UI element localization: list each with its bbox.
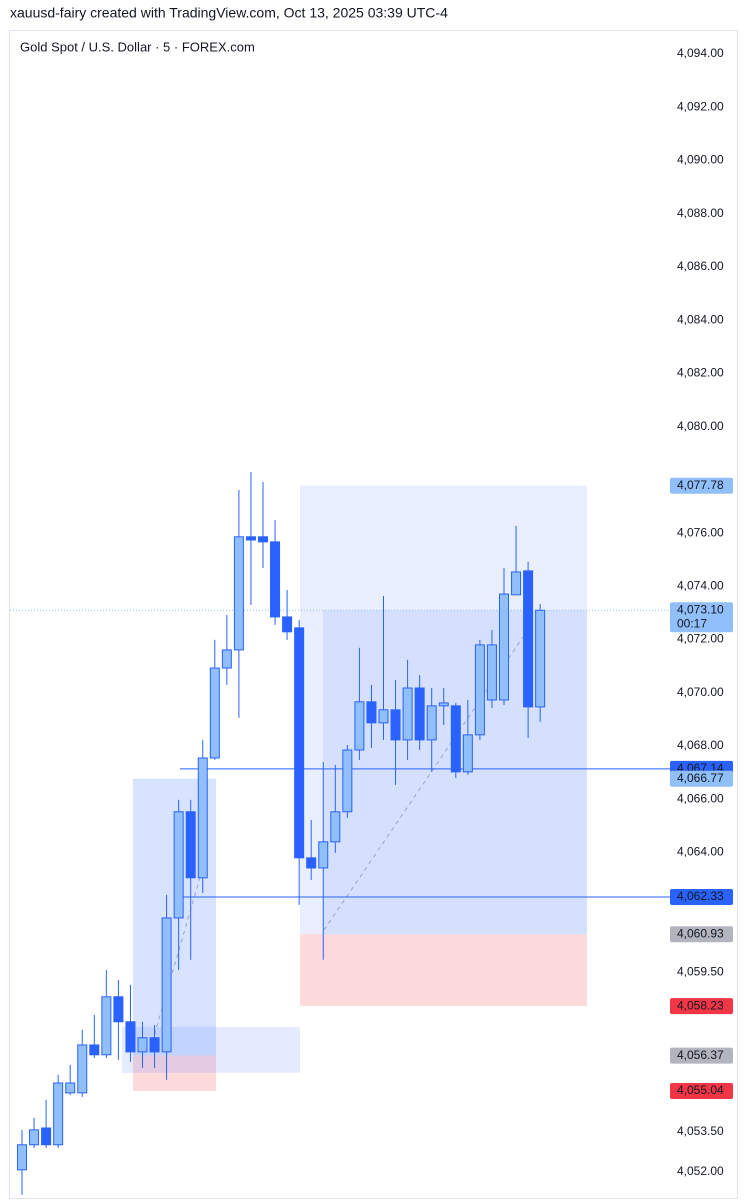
- y-tick-label: 4,068.00: [677, 738, 724, 752]
- candle-body: [523, 570, 534, 708]
- candle-body: [438, 702, 449, 707]
- candle-body: [17, 1144, 27, 1171]
- candle-body: [101, 996, 112, 1056]
- candle-body: [474, 644, 485, 736]
- price-label: 4,062.33: [677, 889, 724, 903]
- candle-body: [378, 709, 389, 724]
- price-label-box: [670, 602, 733, 633]
- candle-body: [366, 701, 377, 724]
- candle-body: [342, 749, 353, 813]
- candle-body: [354, 701, 365, 751]
- candle-body: [414, 687, 425, 741]
- candle-body: [535, 609, 546, 708]
- candle-body: [450, 705, 461, 773]
- candle-body: [137, 1037, 148, 1053]
- candle-body: [173, 811, 184, 919]
- candle-body: [318, 841, 329, 869]
- price-label: 4,055.04: [677, 1083, 724, 1097]
- candle-body: [125, 1021, 136, 1053]
- candle-body: [426, 705, 437, 741]
- y-tick-label: 4,070.00: [677, 685, 724, 699]
- candle-body: [233, 536, 244, 651]
- y-tick-label: 4,076.00: [677, 525, 724, 539]
- price-label-box: [670, 477, 733, 494]
- price-label: 4,066.77: [677, 771, 724, 785]
- candle-body: [77, 1044, 88, 1094]
- price-label: 4,073.10: [677, 602, 724, 616]
- price-label-box: [670, 1082, 733, 1099]
- chart-title: Gold Spot / U.S. Dollar · 5 · FOREX.com: [20, 39, 255, 54]
- candle-body: [161, 917, 172, 1053]
- y-tick-label: 4,074.00: [677, 578, 724, 592]
- candle-body: [282, 616, 293, 633]
- y-tick-label: 4,053.50: [677, 1124, 724, 1138]
- trade-path: [149, 859, 206, 1051]
- price-label: 4,060.93: [677, 926, 724, 940]
- candle-body: [149, 1037, 160, 1053]
- y-tick-label: 4,086.00: [677, 259, 724, 273]
- stop-zone: [133, 1055, 216, 1091]
- y-tick-label: 4,082.00: [677, 366, 724, 380]
- countdown: 00:17: [677, 616, 707, 630]
- candle-body: [511, 571, 522, 596]
- candle-body: [245, 536, 256, 541]
- y-tick-label: 4,090.00: [677, 153, 724, 167]
- candle-body: [41, 1127, 52, 1146]
- candle-body: [462, 734, 473, 773]
- y-tick-label: 4,064.00: [677, 845, 724, 859]
- candle-body: [221, 649, 232, 669]
- price-label: 4,056.37: [677, 1048, 724, 1062]
- candle-body: [65, 1082, 76, 1094]
- candle-body: [402, 687, 413, 741]
- price-label-box: [670, 926, 733, 943]
- candle-body: [390, 709, 401, 741]
- candle-body: [499, 593, 509, 701]
- stop-zone: [300, 934, 587, 1007]
- candle-body: [113, 996, 124, 1023]
- price-label-box: [670, 770, 733, 787]
- candle-body: [53, 1082, 64, 1146]
- candle-body: [89, 1044, 100, 1056]
- candle-body: [270, 541, 281, 618]
- candle-body: [29, 1129, 40, 1146]
- candle-body: [209, 667, 220, 759]
- y-tick-label: 4,066.00: [677, 791, 724, 805]
- header: xauusd-fairy created with TradingView.co…: [10, 5, 448, 21]
- y-tick-label: 4,088.00: [677, 206, 724, 220]
- candle-body: [185, 811, 196, 879]
- candle-body: [330, 811, 341, 843]
- y-tick-label: 4,059.50: [677, 964, 724, 978]
- candle-body: [197, 757, 208, 879]
- candle-body: [306, 857, 317, 869]
- candle-body: [294, 627, 305, 859]
- price-label-box: [670, 998, 733, 1015]
- price-label-box: [670, 1047, 733, 1064]
- y-tick-label: 4,084.00: [677, 312, 724, 326]
- price-label: 4,058.23: [677, 998, 724, 1012]
- chart-frame: [9, 30, 738, 1199]
- y-tick-label: 4,092.00: [677, 99, 724, 113]
- y-tick-label: 4,072.00: [677, 632, 724, 646]
- zone: [122, 1026, 300, 1073]
- y-tick-label: 4,094.00: [677, 46, 724, 60]
- candle-body: [486, 644, 497, 701]
- price-label-box: [670, 888, 733, 905]
- price-label: 4,077.78: [677, 478, 724, 492]
- candle-body: [258, 536, 268, 543]
- y-tick-label: 4,052.00: [677, 1164, 724, 1178]
- y-tick-label: 4,080.00: [677, 419, 724, 433]
